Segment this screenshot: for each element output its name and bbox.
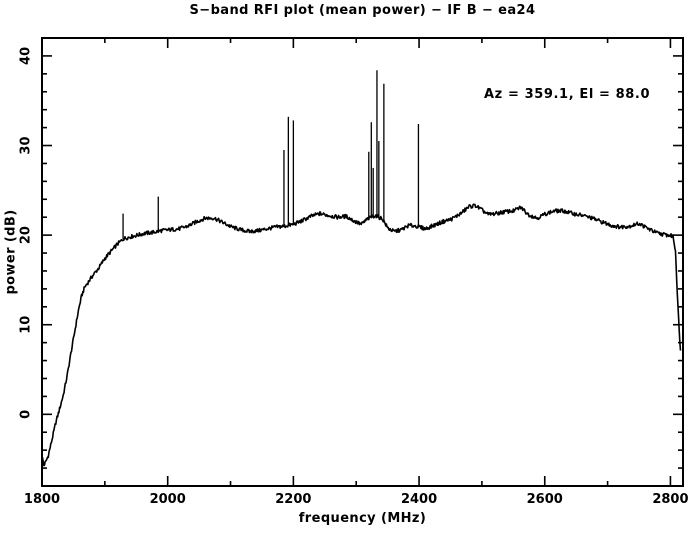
- tick-labels: 1800 2000 2200 2400 2600 2800 0 10 20 30 40: [19, 47, 689, 507]
- svg-text:40: 40: [19, 47, 34, 65]
- axis-box: [41, 37, 684, 487]
- svg-text:2600: 2600: [527, 492, 563, 507]
- x-ticks: [41, 38, 672, 486]
- svg-text:10: 10: [19, 316, 34, 334]
- svg-text:1800: 1800: [24, 492, 60, 507]
- svg-text:30: 30: [19, 136, 34, 154]
- svg-text:2400: 2400: [401, 492, 437, 507]
- plot-title: S−band RFI plot (mean power) − IF B − ea…: [189, 3, 536, 18]
- pointing-annotation: Az = 359.1, El = 88.0: [484, 87, 651, 102]
- data-curve: [41, 203, 682, 467]
- y-ticks: [42, 55, 683, 469]
- svg-text:0: 0: [19, 410, 34, 419]
- rfi-spikes: [122, 70, 420, 240]
- svg-text:2200: 2200: [275, 492, 311, 507]
- x-axis-label: frequency (MHz): [298, 511, 427, 526]
- svg-text:20: 20: [19, 226, 34, 244]
- svg-text:2800: 2800: [652, 492, 688, 507]
- svg-text:2000: 2000: [150, 492, 186, 507]
